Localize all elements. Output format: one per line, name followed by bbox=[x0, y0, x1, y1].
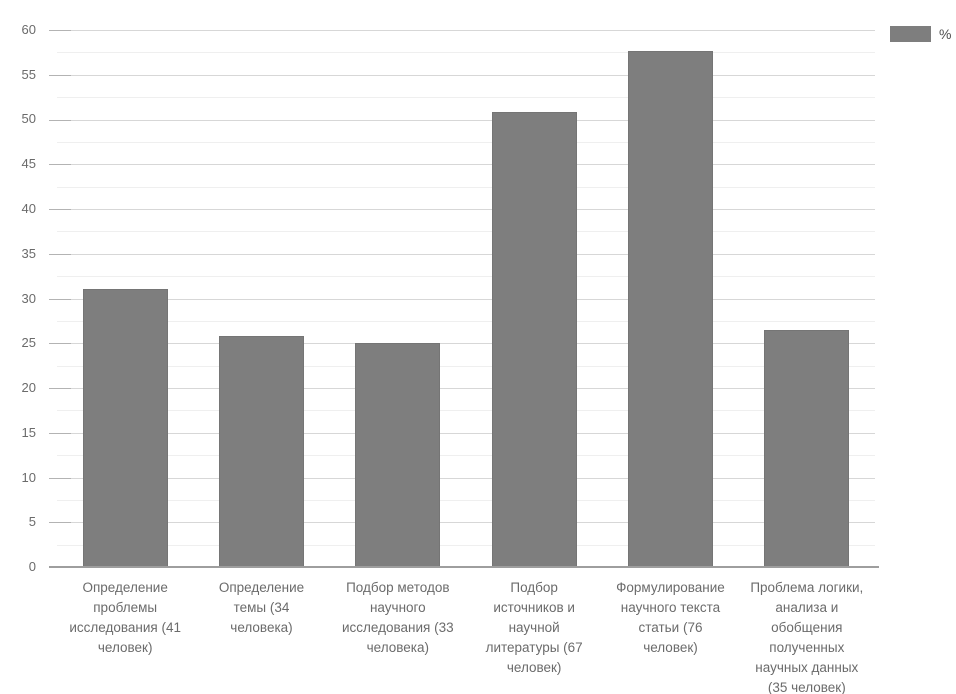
y-tick-label: 30 bbox=[21, 290, 36, 306]
y-tick-label: 25 bbox=[21, 335, 36, 351]
minor-gridline bbox=[57, 410, 875, 412]
x-axis-line bbox=[49, 566, 879, 568]
bar-slot bbox=[330, 30, 466, 567]
chart-legend: % bbox=[890, 26, 951, 42]
minor-gridline bbox=[57, 499, 875, 501]
minor-gridline bbox=[57, 97, 875, 99]
y-tick-label: 20 bbox=[21, 379, 36, 395]
major-gridline bbox=[57, 343, 875, 345]
bar-slot bbox=[193, 30, 329, 567]
bar-problem-definition bbox=[82, 288, 168, 567]
x-axis-label: Подбор источников и научной литературы (… bbox=[485, 580, 583, 675]
y-tick-label: 40 bbox=[21, 200, 36, 216]
y-tick-mark bbox=[49, 388, 71, 389]
major-gridline bbox=[57, 298, 875, 300]
y-tick-mark bbox=[49, 343, 71, 345]
major-gridline bbox=[57, 432, 875, 434]
y-tick-label: 0 bbox=[28, 559, 36, 574]
bars-layer bbox=[57, 30, 875, 567]
bar-slot bbox=[57, 30, 193, 567]
y-tick-label: 60 bbox=[21, 22, 36, 37]
x-axis-label: Определение проблемы исследования (41 че… bbox=[69, 580, 181, 655]
minor-gridline bbox=[57, 276, 875, 278]
major-gridline bbox=[57, 477, 875, 479]
major-gridline bbox=[57, 119, 875, 121]
legend-label: % bbox=[939, 26, 952, 42]
major-gridline bbox=[57, 522, 875, 524]
x-axis-label: Проблема логики, анализа и обобщения пол… bbox=[750, 580, 864, 694]
y-tick-mark bbox=[49, 432, 71, 434]
bar-logic-analysis bbox=[764, 329, 850, 567]
minor-gridline bbox=[57, 544, 875, 546]
y-tick-mark bbox=[49, 477, 71, 479]
bar-sources-selection bbox=[491, 112, 577, 567]
minor-gridline bbox=[57, 320, 875, 322]
y-tick-label: 55 bbox=[21, 66, 36, 82]
y-tick-mark bbox=[49, 164, 71, 166]
major-gridline bbox=[57, 209, 875, 210]
major-gridline bbox=[57, 388, 875, 389]
y-tick-mark bbox=[49, 253, 71, 255]
x-axis-label: Формулирование научного текста статьи (7… bbox=[616, 580, 725, 655]
y-tick-mark bbox=[49, 119, 71, 121]
bar-slot bbox=[739, 30, 875, 567]
minor-gridline bbox=[57, 52, 875, 54]
major-gridline bbox=[57, 30, 875, 31]
x-axis-label: Определение темы (34 человека) bbox=[218, 580, 305, 635]
y-tick-label: 45 bbox=[21, 156, 36, 172]
y-tick-mark bbox=[49, 209, 71, 210]
y-tick-label: 35 bbox=[21, 245, 36, 261]
x-axis-label: Подбор методов научного исследования (33… bbox=[342, 580, 454, 655]
bar-text-formulation bbox=[627, 51, 713, 567]
y-tick-mark bbox=[49, 522, 71, 524]
y-tick-label: 10 bbox=[21, 469, 36, 485]
bar-slot bbox=[602, 30, 738, 567]
minor-gridline bbox=[57, 186, 875, 188]
legend-swatch bbox=[890, 26, 931, 42]
bar-slot bbox=[466, 30, 602, 567]
y-tick-label: 5 bbox=[28, 514, 36, 530]
y-tick-label: 15 bbox=[21, 424, 36, 440]
y-tick-mark bbox=[49, 74, 71, 76]
x-axis-labels: Определение проблемы исследования (41 че… bbox=[57, 578, 875, 694]
major-gridline bbox=[57, 164, 875, 166]
y-tick-mark bbox=[49, 30, 71, 31]
y-axis-labels: 0 5 10 15 20 25 30 35 40 45 50 55 60 bbox=[0, 22, 46, 574]
minor-gridline bbox=[57, 455, 875, 457]
y-tick-mark bbox=[49, 298, 71, 300]
bar-topic-definition bbox=[218, 336, 304, 567]
bar-methods-selection bbox=[355, 343, 441, 567]
minor-gridline bbox=[57, 141, 875, 143]
minor-gridline bbox=[57, 365, 875, 367]
major-gridline bbox=[57, 253, 875, 255]
y-tick-label: 50 bbox=[21, 111, 36, 127]
plot-area bbox=[49, 30, 879, 568]
major-gridline bbox=[57, 74, 875, 76]
minor-gridline bbox=[57, 231, 875, 233]
